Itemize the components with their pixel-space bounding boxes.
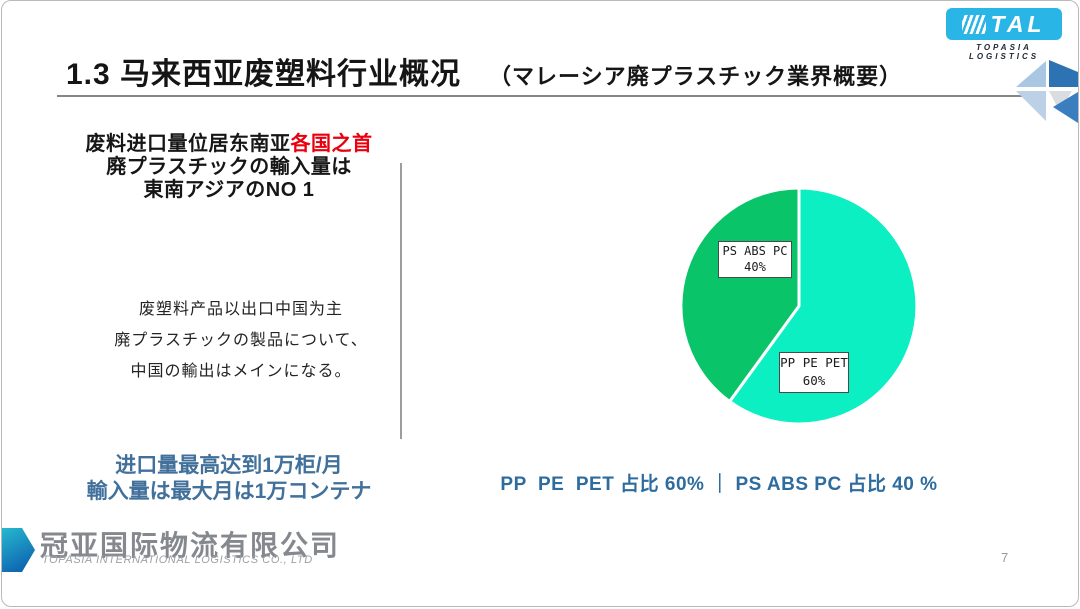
title-underline (57, 95, 1025, 97)
headline-line1: 废料进口量位居东南亚各国之首 (56, 133, 402, 156)
company-name-en: TOPASIA INTERNATIONAL LOGISTICS CO., LTD (42, 554, 313, 566)
company-arrow-icon (2, 528, 35, 572)
tal-logo-tagline: TOPASIA LOGISTICS (968, 43, 1040, 61)
page-title: 1.3 马来西亚废塑料行业概况 （マレーシア廃プラスチック業界概要） (66, 49, 902, 93)
page-title-cn: 1.3 马来西亚废塑料行业概况 (66, 58, 462, 91)
page-title-jp: （マレーシア廃プラスチック業界概要） (489, 64, 903, 89)
company-name-cn: 冠亚国际物流有限公司 (40, 530, 341, 561)
chart-caption: PP PE PET 占比 60% ｜ PS ABS PC 占比 40 % (500, 474, 938, 495)
pie-slice-pp-pe-pet (728, 186, 919, 426)
highlight-line1: 进口量最高达到1万柜/月 (115, 454, 343, 477)
pie-label-ps-percent: 40% (744, 260, 766, 274)
headline-cn-red: 各国之首 (290, 133, 373, 155)
pinwheel-decoration-icon (1016, 60, 1078, 123)
highlight-line2: 輸入量は最大月は1万コンテナ (86, 480, 372, 503)
tal-stripes-icon (962, 14, 987, 34)
headline-cn-black: 废料进口量位居东南亚 (85, 133, 291, 155)
highlight-block: 进口量最高达到1万柜/月 輸入量は最大月は1万コンテナ (56, 453, 402, 505)
body-line2: 廃プラスチックの製品について、 (114, 332, 368, 349)
pie-label-pp-text: PP PE PET (780, 355, 848, 370)
page-number: 7 (1001, 550, 1009, 565)
pie-label-pp-percent: 60% (802, 373, 826, 388)
headline-line2: 廃プラスチックの輸入量は (106, 156, 352, 178)
pie-label-pp-pe-pet: PP PE PET 60% (779, 352, 849, 393)
tal-logo: TAL TOPASIA LOGISTICS (946, 8, 1062, 61)
headline-block: 废料进口量位居东南亚各国之首 廃プラスチックの輸入量は 東南アジアのNO 1 (56, 133, 402, 202)
pie-label-ps-text: PS ABS PC (722, 244, 788, 258)
body-line1: 废塑料产品以出口中国为主 (138, 301, 343, 318)
headline-line3: 東南アジアのNO 1 (143, 179, 315, 201)
vertical-divider (400, 163, 402, 439)
pie-label-ps-abs-pc: PS ABS PC 40% (718, 241, 792, 278)
body-line3: 中国の輸出はメインになる。 (130, 363, 352, 380)
tal-logo-word: TAL (990, 10, 1046, 37)
tal-logo-box: TAL (946, 8, 1062, 40)
body-text-block: 废塑料产品以出口中国为主 廃プラスチックの製品について、 中国の輸出はメインにな… (80, 294, 402, 387)
